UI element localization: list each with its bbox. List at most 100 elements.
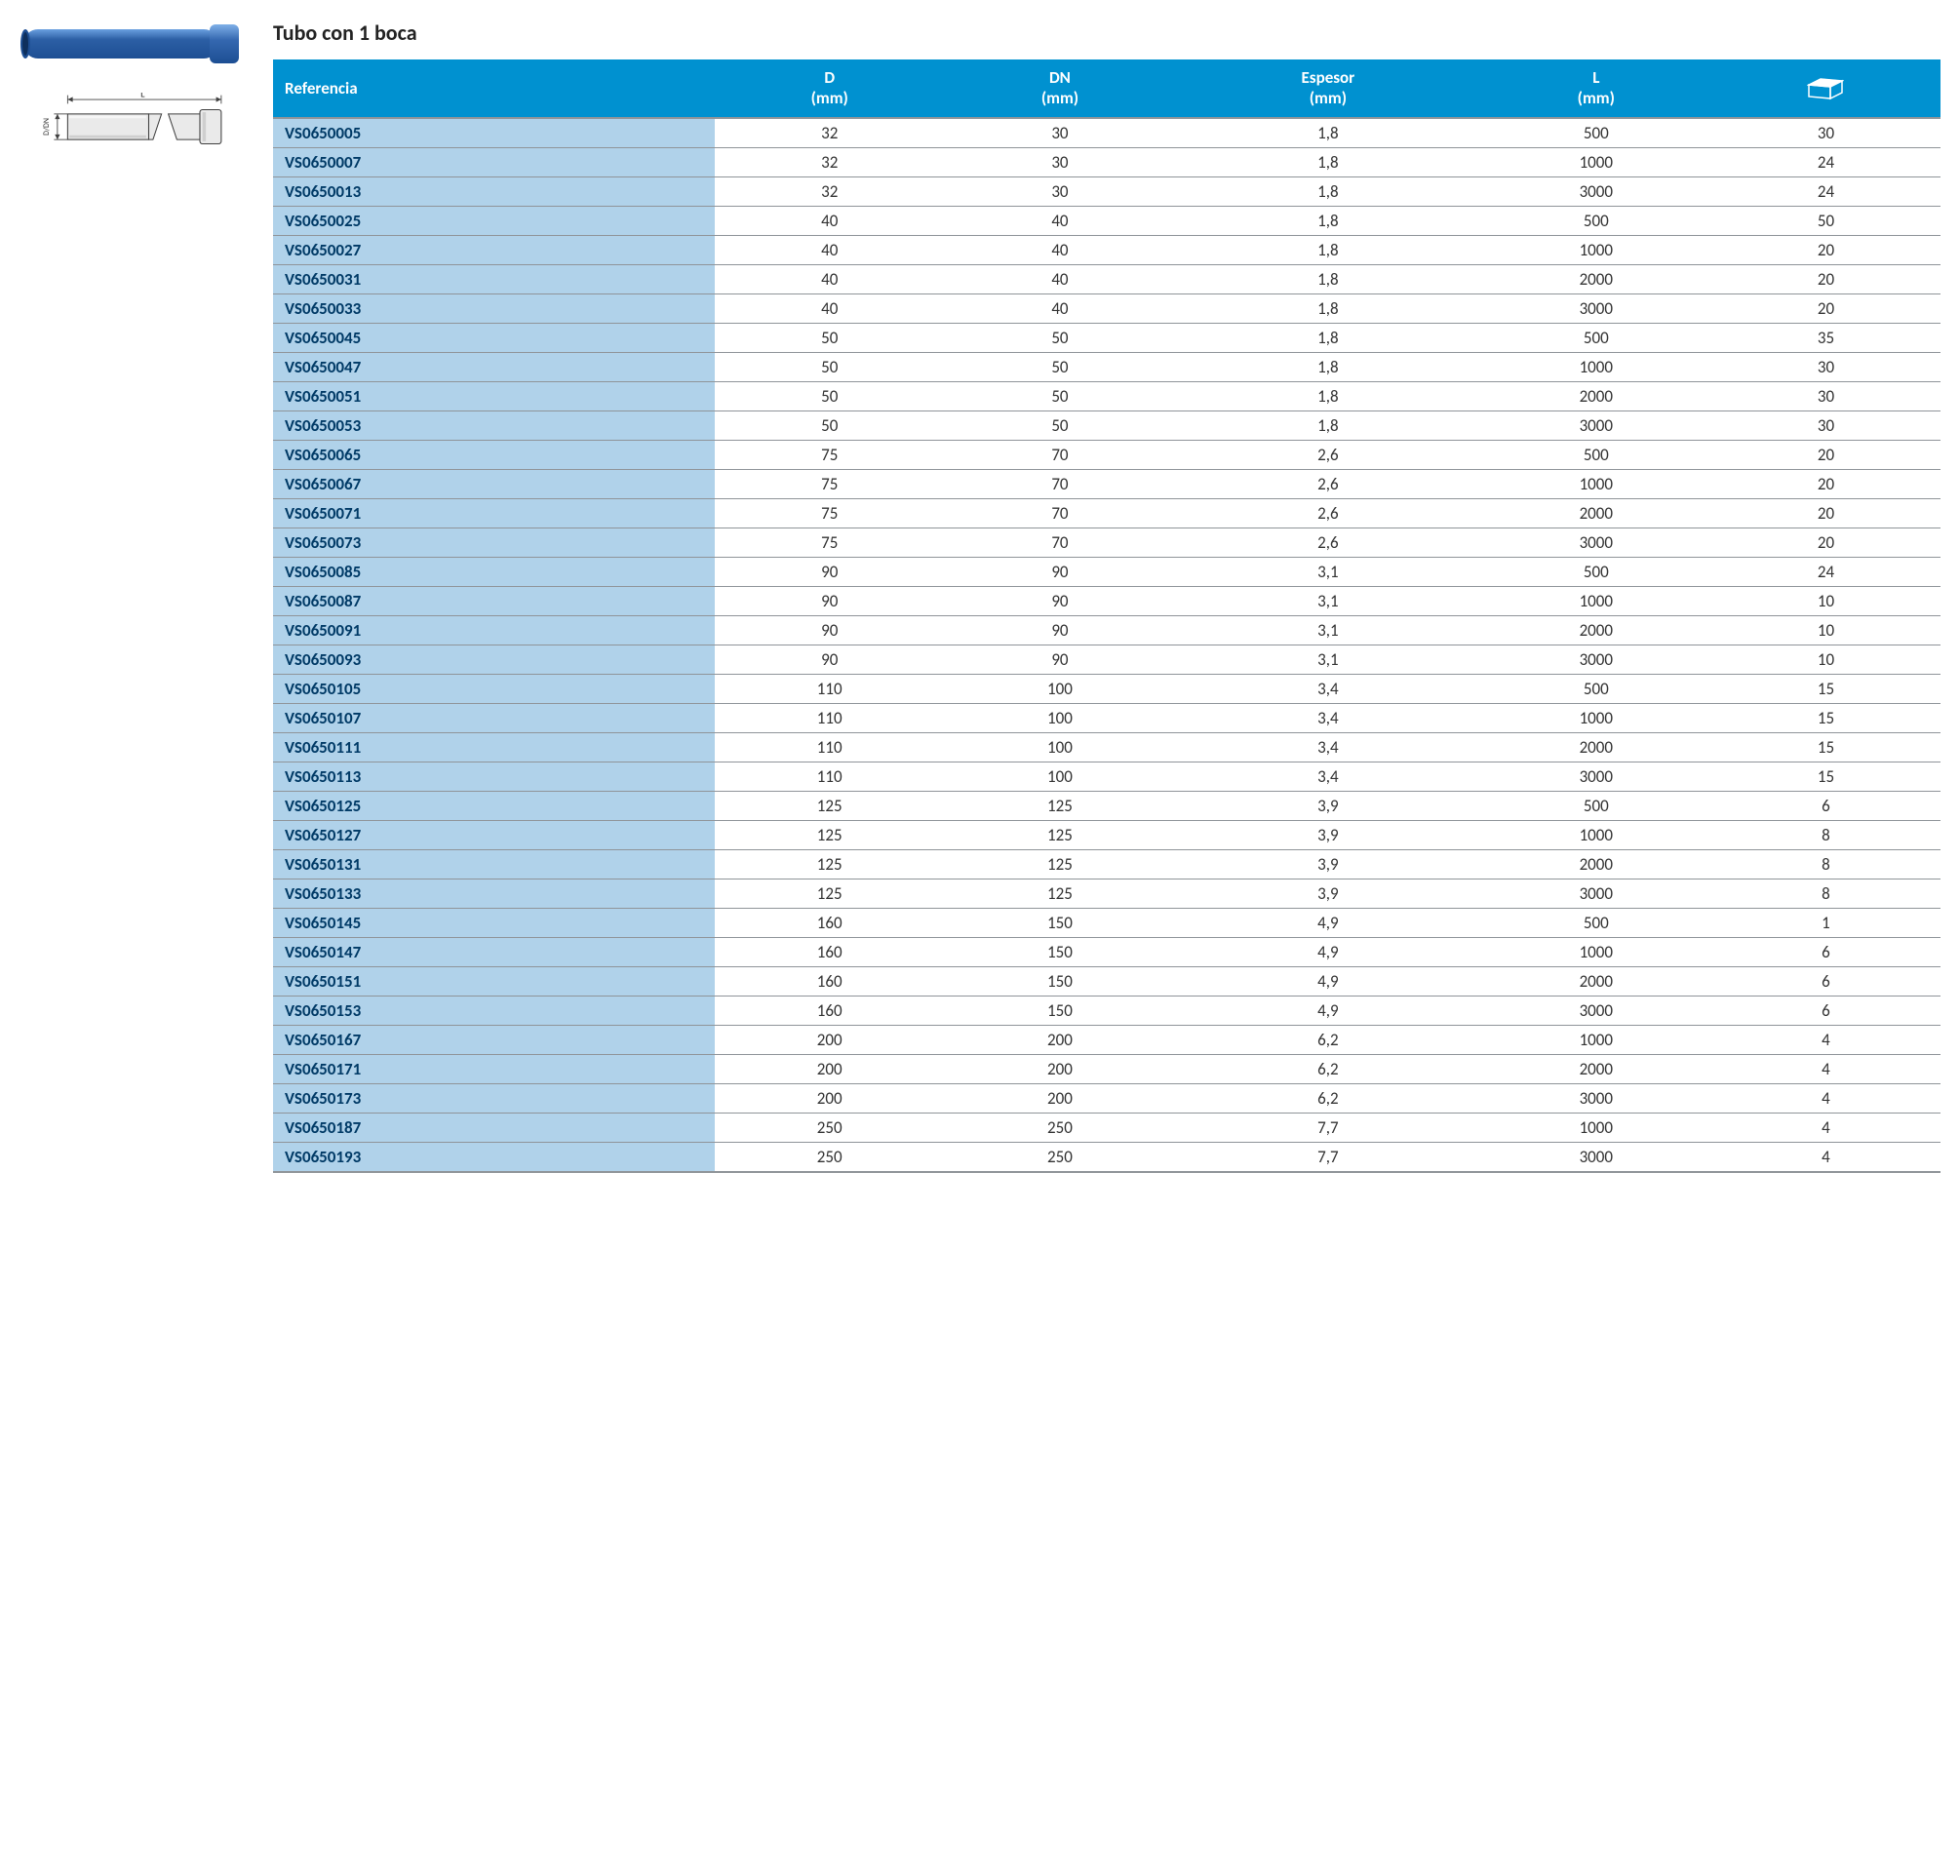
pipe-diagram: L D/DN	[20, 93, 244, 161]
cell-value: 2000	[1481, 732, 1711, 762]
cell-value: 3,4	[1175, 732, 1481, 762]
cell-value: 500	[1481, 791, 1711, 820]
cell-value: 250	[945, 1113, 1175, 1142]
table-row: VS065001332301,8300024	[273, 176, 1940, 206]
cell-reference: VS0650093	[273, 645, 715, 674]
cell-value: 20	[1711, 235, 1940, 264]
cell-value: 4	[1711, 1054, 1940, 1083]
cell-value: 20	[1711, 498, 1940, 528]
cell-value: 32	[715, 147, 945, 176]
cell-value: 500	[1481, 557, 1711, 586]
table-row: VS065009390903,1300010	[273, 645, 1940, 674]
cell-value: 8	[1711, 820, 1940, 849]
table-row: VS065000732301,8100024	[273, 147, 1940, 176]
table-row: VS06501732002006,230004	[273, 1083, 1940, 1113]
table-row: VS065005150501,8200030	[273, 381, 1940, 410]
cell-reference: VS0650153	[273, 996, 715, 1025]
cell-value: 1,8	[1175, 206, 1481, 235]
table-row: VS06501471601504,910006	[273, 937, 1940, 966]
cell-value: 50	[715, 323, 945, 352]
cell-value: 30	[945, 118, 1175, 148]
right-column: Tubo con 1 boca ReferenciaD(mm)DN(mm)Esp…	[273, 20, 1940, 1173]
table-row: VS065006575702,650020	[273, 440, 1940, 469]
cell-value: 3,9	[1175, 879, 1481, 908]
table-row: VS065000532301,850030	[273, 118, 1940, 148]
cell-value: 1000	[1481, 703, 1711, 732]
table-row: VS06501672002006,210004	[273, 1025, 1940, 1054]
cell-value: 3000	[1481, 293, 1711, 323]
cell-value: 125	[945, 820, 1175, 849]
cell-value: 500	[1481, 206, 1711, 235]
cell-value: 3000	[1481, 410, 1711, 440]
cell-value: 3,1	[1175, 615, 1481, 645]
table-row: VS06501511601504,920006	[273, 966, 1940, 996]
cell-reference: VS0650131	[273, 849, 715, 879]
spec-table: ReferenciaD(mm)DN(mm)Espesor(mm)L(mm) VS…	[273, 59, 1940, 1173]
cell-value: 1,8	[1175, 381, 1481, 410]
cell-value: 3000	[1481, 1083, 1711, 1113]
table-row: VS065003340401,8300020	[273, 293, 1940, 323]
cell-value: 20	[1711, 440, 1940, 469]
cell-value: 110	[715, 703, 945, 732]
cell-reference: VS0650047	[273, 352, 715, 381]
cell-reference: VS0650127	[273, 820, 715, 849]
cell-value: 30	[1711, 410, 1940, 440]
cell-value: 40	[715, 206, 945, 235]
cell-value: 4	[1711, 1025, 1940, 1054]
cell-value: 50	[945, 410, 1175, 440]
cell-value: 110	[715, 762, 945, 791]
column-header: DN(mm)	[945, 59, 1175, 118]
table-row: VS065007375702,6300020	[273, 528, 1940, 557]
cell-value: 70	[945, 440, 1175, 469]
cell-value: 90	[715, 557, 945, 586]
cell-value: 15	[1711, 732, 1940, 762]
cell-value: 10	[1711, 586, 1940, 615]
cell-reference: VS0650045	[273, 323, 715, 352]
cell-value: 15	[1711, 762, 1940, 791]
cell-value: 90	[945, 645, 1175, 674]
cell-value: 1000	[1481, 235, 1711, 264]
page-title: Tubo con 1 boca	[273, 20, 1940, 46]
cell-value: 125	[715, 849, 945, 879]
left-column: L D/DN	[20, 20, 254, 1173]
cell-value: 125	[715, 820, 945, 849]
cell-value: 90	[715, 645, 945, 674]
cell-reference: VS0650033	[273, 293, 715, 323]
cell-value: 32	[715, 176, 945, 206]
cell-value: 30	[945, 176, 1175, 206]
cell-value: 50	[715, 381, 945, 410]
column-header: D(mm)	[715, 59, 945, 118]
cell-value: 3,1	[1175, 557, 1481, 586]
cell-value: 30	[945, 147, 1175, 176]
cell-value: 200	[715, 1025, 945, 1054]
cell-value: 1,8	[1175, 264, 1481, 293]
cell-value: 1000	[1481, 469, 1711, 498]
column-header: Referencia	[273, 59, 715, 118]
cell-reference: VS0650031	[273, 264, 715, 293]
cell-value: 30	[1711, 352, 1940, 381]
cell-reference: VS0650071	[273, 498, 715, 528]
table-row: VS06501331251253,930008	[273, 879, 1940, 908]
cell-value: 150	[945, 966, 1175, 996]
cell-value: 2000	[1481, 1054, 1711, 1083]
cell-value: 200	[715, 1054, 945, 1083]
cell-reference: VS0650085	[273, 557, 715, 586]
cell-value: 3,1	[1175, 645, 1481, 674]
cell-value: 250	[715, 1142, 945, 1172]
cell-value: 24	[1711, 557, 1940, 586]
cell-value: 40	[715, 293, 945, 323]
table-row: VS065004750501,8100030	[273, 352, 1940, 381]
cell-value: 110	[715, 674, 945, 703]
cell-reference: VS0650025	[273, 206, 715, 235]
cell-value: 50	[945, 381, 1175, 410]
cell-value: 100	[945, 732, 1175, 762]
cell-value: 500	[1481, 440, 1711, 469]
cell-value: 70	[945, 528, 1175, 557]
cell-value: 3,4	[1175, 674, 1481, 703]
cell-value: 50	[945, 323, 1175, 352]
cell-value: 4,9	[1175, 966, 1481, 996]
diagram-label-L: L	[140, 93, 145, 99]
column-header	[1711, 59, 1940, 118]
cell-value: 3,4	[1175, 703, 1481, 732]
cell-value: 1000	[1481, 1025, 1711, 1054]
